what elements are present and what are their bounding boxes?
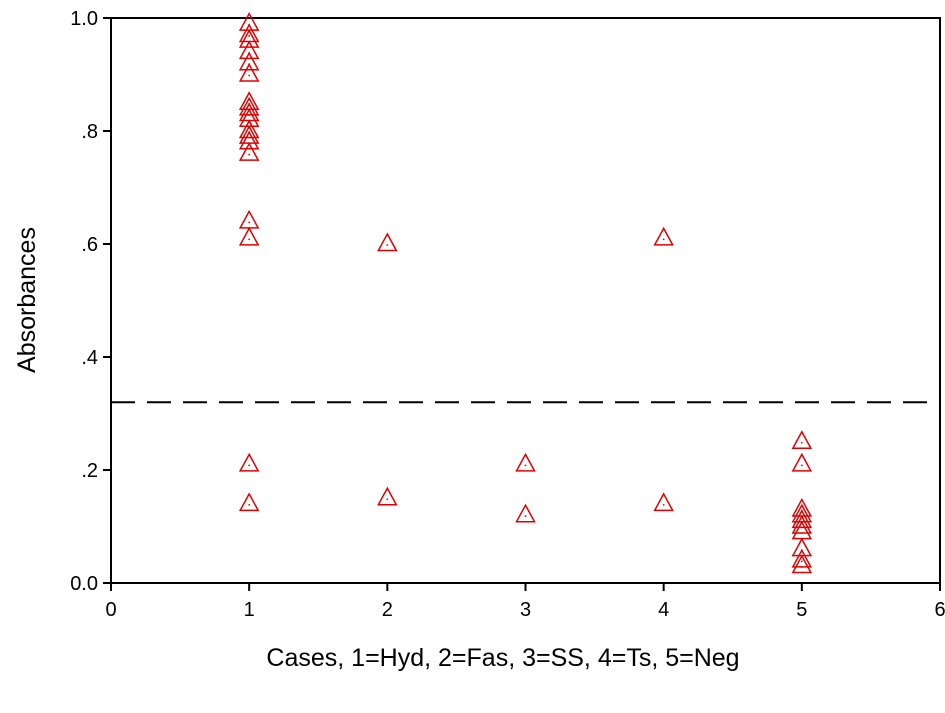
- x-tick-label: 1: [244, 599, 255, 621]
- triangle-marker: [515, 452, 536, 472]
- data-point: [515, 503, 536, 523]
- triangle-marker: [515, 503, 536, 523]
- marker-center-dot: [248, 136, 251, 139]
- data-point: [653, 226, 674, 246]
- marker-center-dot: [386, 498, 389, 501]
- data-point: [791, 554, 813, 574]
- data-points: [238, 12, 813, 574]
- triangle-marker: [791, 554, 813, 574]
- data-point: [653, 492, 674, 512]
- marker-center-dot: [248, 464, 251, 467]
- data-point: [238, 142, 260, 161]
- data-point: [791, 452, 813, 472]
- triangle-marker: [238, 51, 260, 71]
- data-point: [238, 452, 260, 472]
- data-point: [238, 62, 260, 82]
- triangle-marker: [238, 452, 260, 472]
- data-point: [515, 452, 536, 472]
- x-tick-label: 5: [796, 599, 807, 621]
- marker-center-dot: [248, 35, 251, 37]
- y-tick-label: 0.0: [70, 573, 98, 595]
- marker-center-dot: [800, 532, 803, 535]
- data-point: [238, 492, 260, 512]
- marker-center-dot: [248, 504, 251, 506]
- triangle-marker: [238, 130, 260, 150]
- triangle-marker: [791, 430, 813, 449]
- triangle-marker: [238, 62, 260, 82]
- triangle-marker: [377, 232, 398, 252]
- x-tick-label: 6: [934, 599, 945, 621]
- marker-center-dot: [524, 515, 527, 518]
- axis-ticks: 0 1 2 3 4 5 6 0.0 .2 .4 .6 .8 1.0: [70, 8, 945, 621]
- triangle-marker: [238, 226, 260, 246]
- plot-area-frame: [110, 17, 941, 584]
- marker-center-dot: [248, 221, 251, 224]
- marker-center-dot: [662, 504, 665, 506]
- x-tick-label: 3: [520, 599, 531, 621]
- marker-center-dot: [386, 244, 389, 246]
- y-tick-label: .8: [81, 121, 98, 143]
- marker-center-dot: [248, 114, 251, 116]
- marker-center-dot: [524, 464, 527, 467]
- marker-center-dot: [800, 526, 803, 529]
- marker-center-dot: [800, 464, 803, 467]
- marker-center-dot: [662, 238, 665, 241]
- marker-center-dot: [800, 566, 803, 568]
- triangle-marker: [238, 492, 260, 512]
- y-tick-label: .6: [81, 234, 98, 256]
- triangle-marker: [791, 452, 813, 472]
- marker-center-dot: [800, 441, 803, 444]
- marker-center-dot: [800, 560, 803, 563]
- triangle-marker: [238, 40, 260, 60]
- data-point: [791, 430, 813, 449]
- triangle-marker: [653, 226, 674, 246]
- x-axis-title: Cases, 1=Hyd, 2=Fas, 3=SS, 4=Ts, 5=Neg: [266, 644, 739, 672]
- y-axis-title: Absorbances: [13, 227, 41, 373]
- x-tick-label: 0: [105, 599, 116, 621]
- data-point: [377, 232, 398, 252]
- triangle-marker: [377, 486, 398, 506]
- triangle-marker: [238, 29, 260, 48]
- marker-center-dot: [248, 153, 251, 156]
- y-tick-label: .4: [81, 347, 98, 369]
- triangle-marker: [238, 142, 260, 161]
- y-tick-label: .2: [81, 460, 98, 482]
- triangle-marker: [653, 492, 674, 512]
- marker-center-dot: [248, 74, 251, 77]
- data-point: [238, 226, 260, 246]
- data-point: [377, 486, 398, 506]
- x-tick-label: 2: [382, 599, 393, 621]
- y-tick-label: 1.0: [70, 8, 98, 30]
- marker-center-dot: [248, 238, 251, 241]
- x-tick-label: 4: [658, 599, 669, 621]
